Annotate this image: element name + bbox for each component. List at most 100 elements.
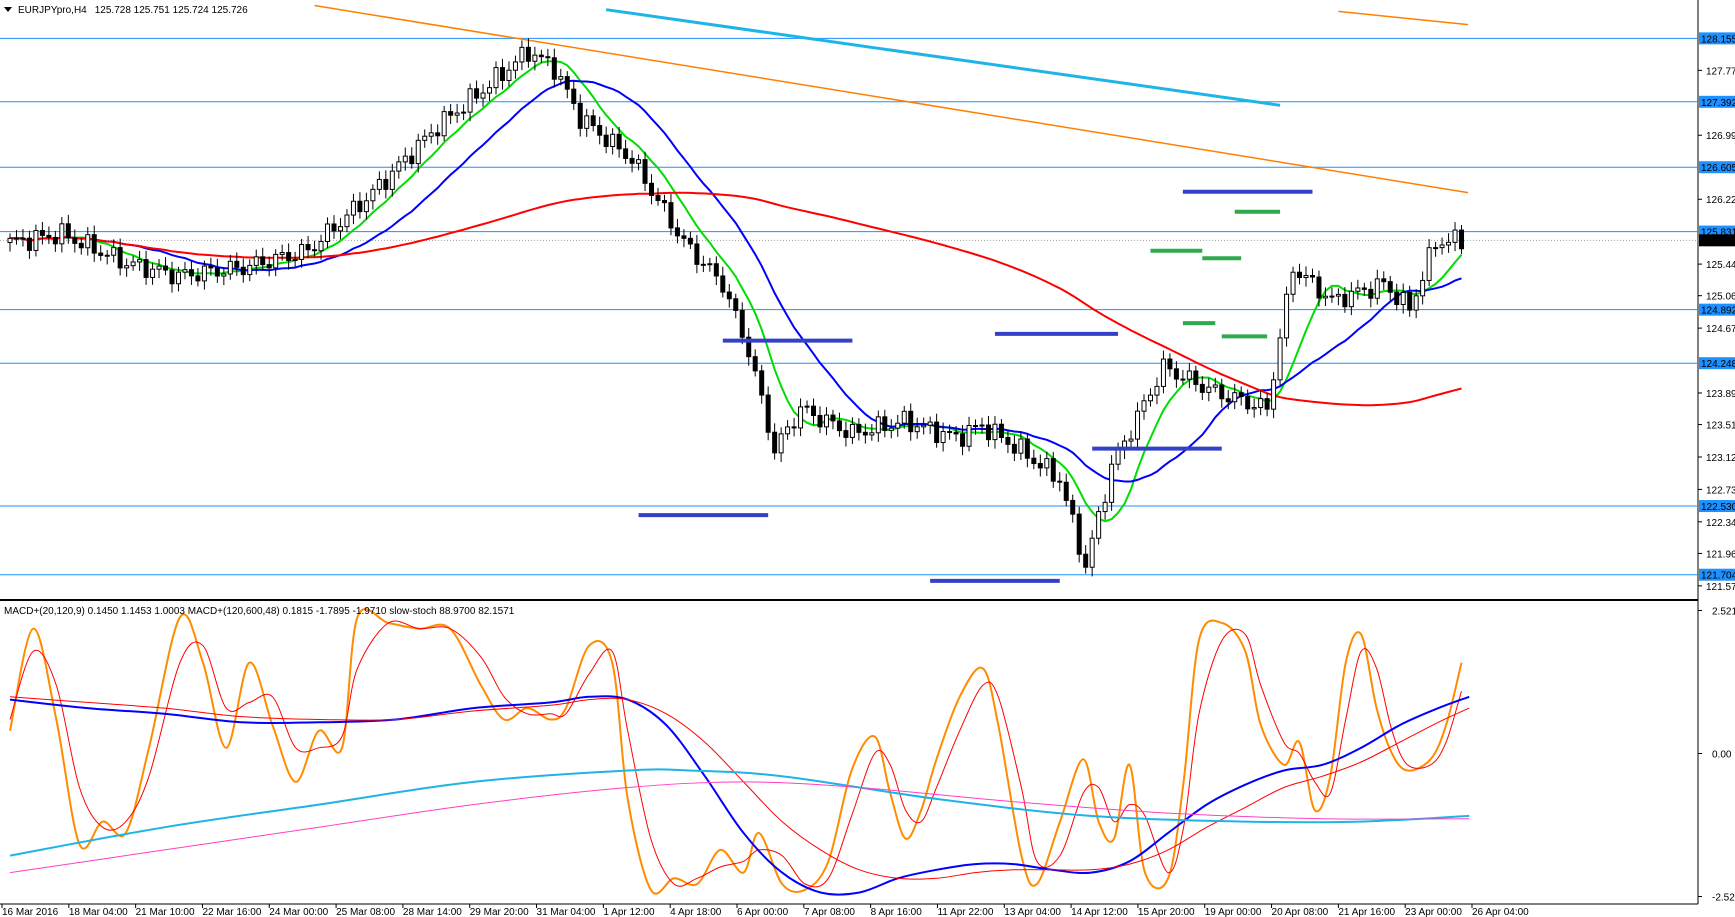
candle-body — [674, 227, 680, 237]
candle-body — [655, 194, 661, 202]
candle-body — [869, 432, 875, 436]
candle-body — [1115, 449, 1121, 465]
candle-body — [467, 88, 473, 113]
candle-body — [584, 115, 590, 129]
candle-body — [862, 431, 868, 436]
price-tick-label: 124.670 — [1706, 324, 1735, 335]
candle-body — [474, 88, 480, 99]
candle-body — [811, 405, 817, 417]
candle-body — [519, 46, 525, 63]
candle-body — [1374, 278, 1380, 299]
candle-body — [52, 236, 58, 245]
candle-body — [1452, 229, 1458, 243]
candle-body — [1297, 271, 1303, 279]
candle-body — [1128, 438, 1134, 442]
candle-body — [1303, 275, 1309, 279]
candle-body — [1031, 457, 1037, 465]
candle-body — [363, 200, 369, 213]
candle-body — [966, 424, 972, 447]
candle-body — [1335, 293, 1341, 297]
time-tick-label: 11 Apr 22:00 — [937, 907, 993, 917]
indicator-line — [9, 620, 1462, 888]
candle-body — [901, 410, 907, 424]
candle-body — [577, 102, 583, 129]
candle-body — [1135, 410, 1141, 440]
candle-body — [221, 273, 227, 277]
candle-body — [1322, 295, 1328, 299]
candle-body — [1141, 400, 1147, 412]
candle-body — [305, 244, 311, 251]
level-label-box — [1699, 357, 1735, 370]
candle-body — [1342, 293, 1348, 308]
candle-body — [1381, 278, 1387, 283]
candle-body — [590, 115, 596, 127]
candle-body — [260, 256, 266, 266]
candle-body — [72, 237, 78, 244]
indicator-line — [9, 608, 1463, 895]
candle-body — [649, 182, 655, 196]
candle-body — [1206, 386, 1212, 393]
candle-body — [234, 260, 240, 268]
candle-body — [914, 426, 920, 433]
candle-body — [947, 431, 953, 434]
time-tick-label: 28 Mar 14:00 — [403, 907, 462, 917]
candle-body — [960, 433, 966, 447]
candle-body — [480, 92, 486, 99]
candle-body — [279, 252, 285, 255]
price-tick-label: 121.570 — [1706, 582, 1735, 593]
time-tick-label: 22 Mar 16:00 — [202, 907, 261, 917]
candle-body — [571, 88, 577, 104]
horizontal-levels — [0, 37, 1698, 576]
candle-body — [934, 421, 940, 444]
level-label-box — [1699, 32, 1735, 45]
indicator-lines — [9, 608, 1470, 896]
candle-body — [1446, 241, 1452, 246]
level-label: 122.530 — [1701, 502, 1735, 513]
candle-body — [694, 243, 700, 265]
candle-body — [376, 178, 382, 190]
candle-body — [461, 111, 467, 114]
candle-body — [1329, 295, 1335, 298]
candle-body — [422, 135, 428, 141]
candle-body — [1147, 394, 1153, 402]
candle-body — [1394, 291, 1400, 305]
candle-body — [91, 234, 97, 254]
ohlc-label: 125.728 125.751 125.724 125.726 — [95, 5, 248, 16]
candle-body — [1180, 378, 1186, 381]
candle-body — [623, 148, 629, 159]
candle-body — [1426, 247, 1432, 281]
candle-body — [778, 433, 784, 454]
candle-body — [1459, 229, 1465, 250]
candle-body — [895, 422, 901, 429]
candle-body — [350, 200, 356, 216]
candle-body — [953, 431, 959, 435]
candle-body — [1102, 501, 1108, 513]
candle-body — [273, 253, 279, 269]
candle-body — [739, 309, 745, 338]
candle-body — [1109, 463, 1115, 503]
time-tick-label: 20 Apr 08:00 — [1272, 907, 1329, 917]
indicator-line — [9, 781, 1470, 874]
candle-body — [720, 275, 726, 293]
indicator-line — [9, 696, 1470, 880]
level-label-box — [1699, 161, 1735, 174]
candle-body — [998, 423, 1004, 438]
candle-body — [726, 291, 732, 300]
price-axis-labels: 128.155 127.392 126.605 125.831 124.892 124.2… — [1698, 32, 1735, 904]
candle-body — [940, 431, 946, 444]
indicator-tick-label: -2.5211 — [1712, 893, 1735, 904]
candle-body — [402, 155, 408, 163]
current-price-label: 125.726 — [1701, 236, 1735, 247]
trendline — [1338, 10, 1469, 26]
candle-body — [823, 414, 829, 428]
candle-body — [389, 170, 395, 190]
time-tick-label: 25 Mar 08:00 — [336, 907, 395, 917]
time-tick-label: 24 Mar 00:00 — [269, 907, 328, 917]
candle-body — [979, 424, 985, 427]
candle-body — [1439, 244, 1445, 249]
candle-body — [558, 76, 564, 80]
header-triangle-icon — [4, 7, 12, 12]
candle-body — [124, 265, 130, 269]
candle-body — [642, 159, 648, 184]
candle-body — [175, 271, 181, 285]
